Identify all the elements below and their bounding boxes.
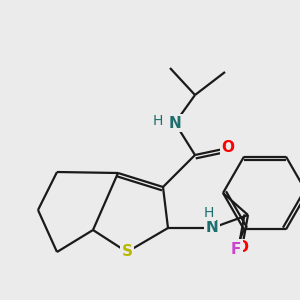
Text: N: N: [206, 220, 218, 236]
Text: S: S: [122, 244, 133, 260]
Text: H: H: [153, 114, 163, 128]
Text: N: N: [169, 116, 182, 130]
Text: F: F: [231, 242, 241, 257]
Text: H: H: [204, 206, 214, 220]
Text: O: O: [236, 241, 248, 256]
Text: O: O: [221, 140, 235, 155]
